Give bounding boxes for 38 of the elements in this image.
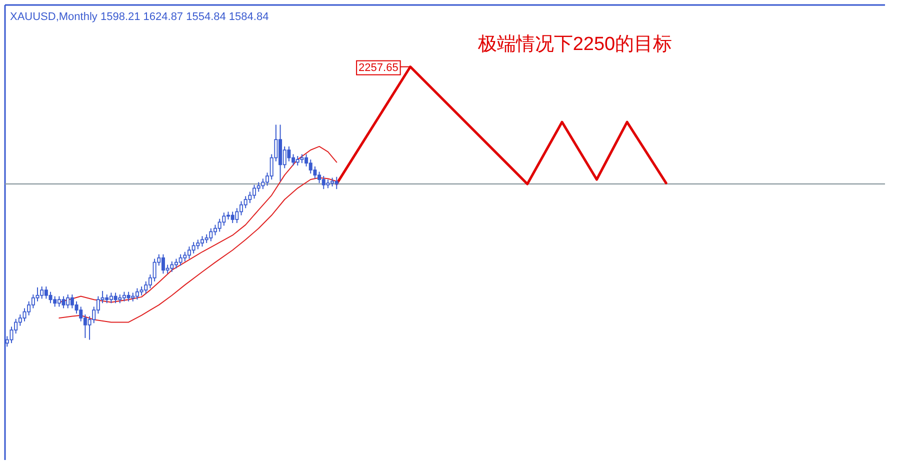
candlestick <box>152 258 156 282</box>
candlestick <box>256 182 260 192</box>
candlestick <box>126 291 130 302</box>
candlestick <box>22 308 26 322</box>
chart-title: XAUUSD,Monthly 1598.21 1624.87 1554.84 1584.84 <box>10 11 269 23</box>
candlestick <box>144 280 148 294</box>
candlestick <box>222 212 226 226</box>
candlestick <box>322 175 326 190</box>
candlestick <box>62 296 66 309</box>
candlestick <box>79 306 83 322</box>
candlestick <box>10 326 14 344</box>
candlestick <box>248 191 252 204</box>
candlestick <box>36 286 40 302</box>
candlestick <box>27 300 31 316</box>
candlestick <box>48 291 52 304</box>
text: 极端情况下2250的目标 <box>476 34 672 55</box>
candlestick <box>308 159 312 174</box>
candlestick <box>244 196 248 209</box>
candlestick <box>114 292 118 304</box>
candlestick <box>74 300 78 314</box>
candlestick <box>261 178 265 190</box>
candlestick <box>313 166 317 180</box>
candlestick <box>296 155 300 166</box>
candlestick <box>230 211 234 224</box>
candlestick <box>66 294 70 309</box>
candlestick <box>183 251 187 262</box>
candlestick <box>196 239 200 250</box>
candlestick <box>334 176 338 190</box>
candlestick <box>209 228 213 242</box>
candlestick <box>178 254 182 266</box>
candlestick <box>53 296 57 308</box>
candlestick <box>235 208 239 224</box>
candlestick <box>287 146 291 162</box>
candlestick <box>40 286 44 300</box>
text: 2257.65 <box>358 62 398 74</box>
candlestick <box>170 260 174 272</box>
candlestick <box>192 242 196 254</box>
candlestick <box>218 218 222 232</box>
